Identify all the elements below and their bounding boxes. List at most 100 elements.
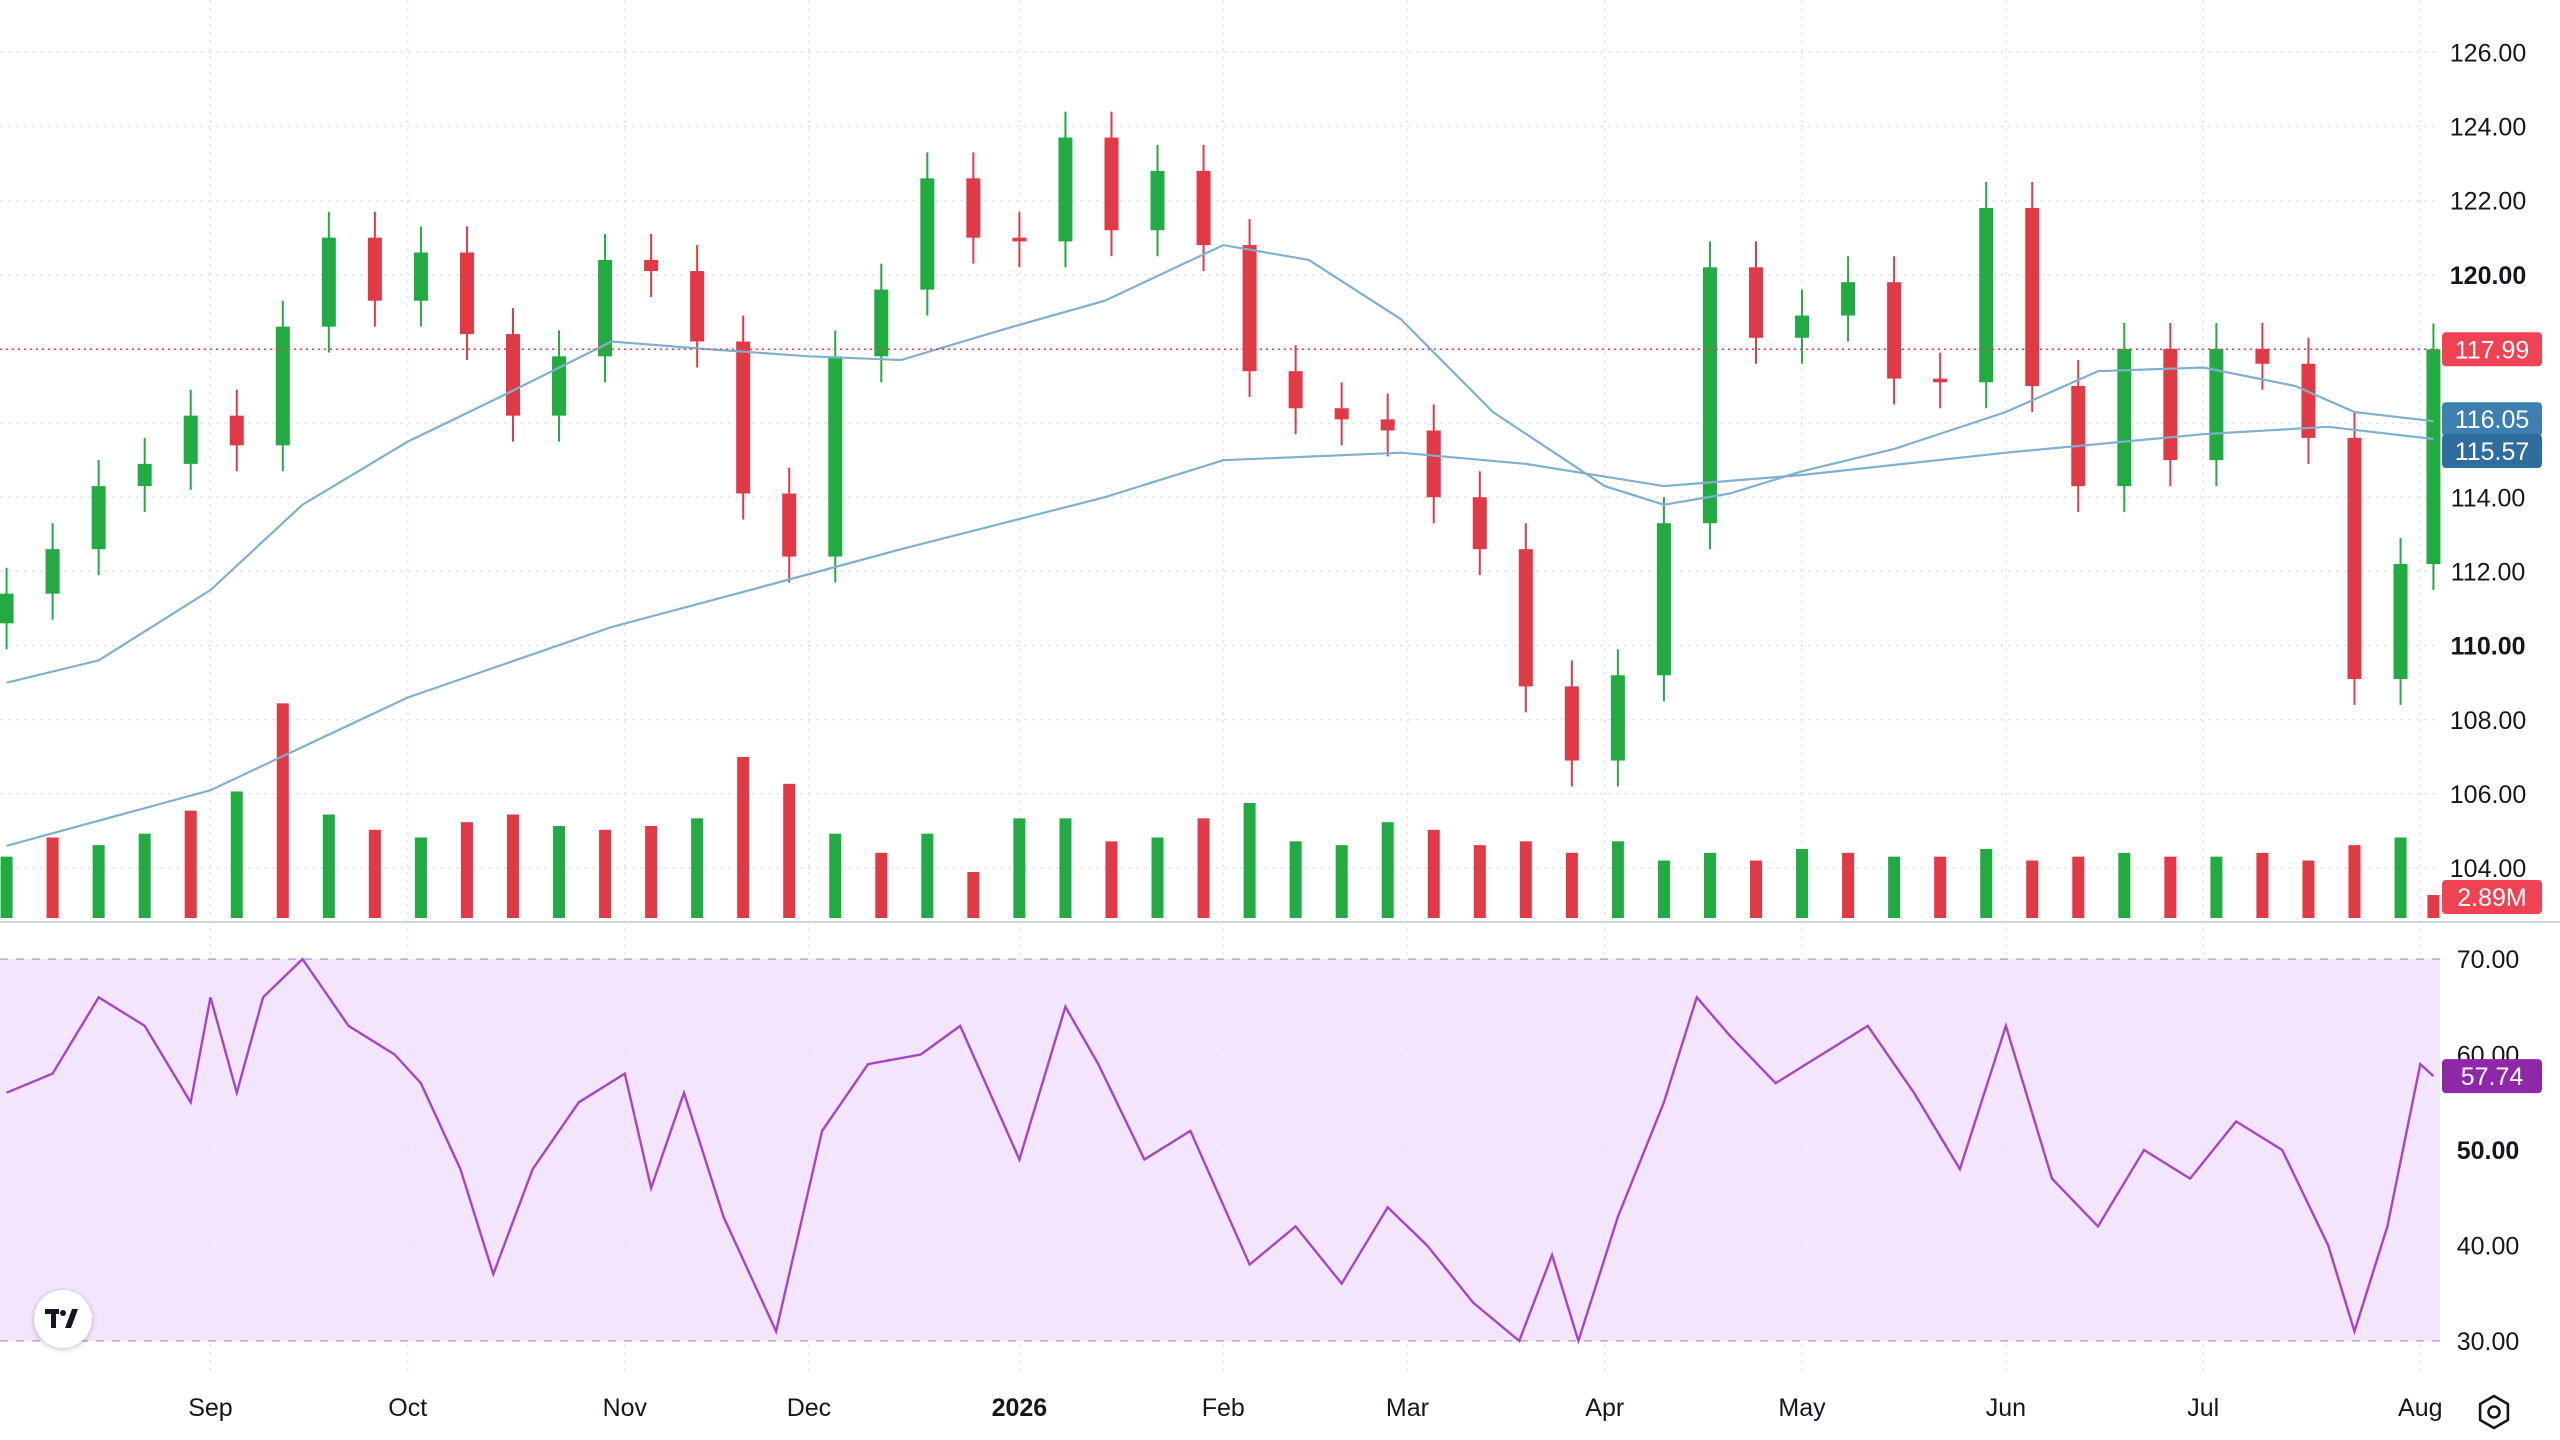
candle-body[interactable] <box>2426 349 2441 564</box>
rsi-tick-label: 40.00 <box>2457 1232 2520 1260</box>
volume-bar <box>1381 822 1394 918</box>
x-axis-label: Aug <box>2398 1394 2442 1422</box>
volume-bar <box>921 833 934 918</box>
price-tick-label: 110.00 <box>2450 633 2525 661</box>
candle-body[interactable] <box>2209 348 2224 461</box>
volume-bars <box>0 703 2440 918</box>
volume-bar <box>1289 841 1302 918</box>
x-axis-label: 2026 <box>992 1394 1048 1422</box>
volume-bar <box>1427 829 1440 918</box>
x-axis-label: Oct <box>388 1394 427 1422</box>
volume-bar <box>1151 837 1164 918</box>
candle-body[interactable] <box>782 493 797 557</box>
candle-body[interactable] <box>91 486 106 550</box>
candle-body[interactable] <box>2117 348 2132 487</box>
candle-body[interactable] <box>1288 371 1303 409</box>
tradingview-logo-icon[interactable] <box>34 1290 92 1348</box>
price-tick-label: 112.00 <box>2451 558 2526 586</box>
volume-bar <box>599 829 612 918</box>
candle-body[interactable] <box>690 271 705 342</box>
x-axis-label: Jul <box>2187 1394 2219 1422</box>
ma-label-1: 116.05 <box>2455 406 2530 434</box>
candle-body[interactable] <box>736 341 751 494</box>
volume-bar <box>1980 849 1993 918</box>
candle-body[interactable] <box>1518 549 1533 687</box>
candle-body[interactable] <box>2025 208 2040 386</box>
candle-body[interactable] <box>874 289 889 357</box>
gear-icon[interactable] <box>2474 1392 2514 1432</box>
candle-body[interactable] <box>413 252 428 301</box>
price-tick-label: 114.00 <box>2451 484 2526 512</box>
candlesticks[interactable] <box>0 111 2441 787</box>
candle-body[interactable] <box>1979 208 1994 383</box>
candle-body[interactable] <box>1656 523 1671 676</box>
candle-body[interactable] <box>275 326 290 446</box>
candle-body[interactable] <box>644 259 659 272</box>
volume-bar <box>1657 860 1670 918</box>
candle-body[interactable] <box>1334 408 1349 420</box>
candle-body[interactable] <box>505 334 520 416</box>
candle-body[interactable] <box>1058 137 1073 242</box>
volume-bar <box>1473 845 1486 918</box>
candle-body[interactable] <box>45 549 60 594</box>
candle-body[interactable] <box>1702 267 1717 524</box>
candle-body[interactable] <box>828 356 843 557</box>
candle-body[interactable] <box>1150 170 1165 231</box>
last-price-label: 117.99 <box>2455 336 2530 364</box>
candle-body[interactable] <box>966 178 981 238</box>
candle-body[interactable] <box>137 463 152 487</box>
candle-body[interactable] <box>367 237 382 301</box>
candle-body[interactable] <box>1795 315 1810 338</box>
volume-bar <box>1059 818 1072 918</box>
volume-bar <box>1796 849 1809 918</box>
candle-body[interactable] <box>229 415 244 446</box>
candle-body[interactable] <box>1380 419 1395 431</box>
candle-body[interactable] <box>1749 267 1764 338</box>
candle-body[interactable] <box>1933 378 1948 383</box>
candle-body[interactable] <box>552 356 567 416</box>
candle-body[interactable] <box>0 593 14 624</box>
rsi-value-label-bg <box>2442 1059 2542 1094</box>
candle-body[interactable] <box>1426 430 1441 498</box>
candle-body[interactable] <box>2347 437 2362 679</box>
last-price-label-bg <box>2442 332 2542 367</box>
moving-average-line-1 <box>6 243 2434 684</box>
candle-body[interactable] <box>1841 282 1856 316</box>
volume-bar <box>138 833 151 918</box>
candle-body[interactable] <box>183 415 198 464</box>
volume-bar <box>368 829 381 918</box>
candle-body[interactable] <box>2393 564 2408 679</box>
candle-body[interactable] <box>1610 675 1625 761</box>
candle-body[interactable] <box>2071 386 2086 487</box>
candle-body[interactable] <box>2163 348 2178 461</box>
x-axis-label: May <box>1778 1394 1826 1422</box>
moving-average-line-2 <box>6 425 2434 847</box>
candle-body[interactable] <box>1887 282 1902 379</box>
volume-bar <box>829 833 842 918</box>
candle-body[interactable] <box>321 237 336 327</box>
volume-bar <box>460 822 473 918</box>
candle-body[interactable] <box>1472 497 1487 550</box>
candle-body[interactable] <box>1104 137 1119 231</box>
candle-body[interactable] <box>459 252 474 335</box>
candle-body[interactable] <box>598 259 613 357</box>
candle-body[interactable] <box>1242 245 1257 372</box>
volume-bar <box>2348 845 2361 918</box>
candle-body[interactable] <box>920 178 935 290</box>
candle-body[interactable] <box>1196 170 1211 246</box>
ma-label-2: 115.57 <box>2455 438 2530 466</box>
price-tick-label: 122.00 <box>2450 188 2526 216</box>
volume-bar <box>645 826 658 918</box>
rsi-line <box>6 957 2435 1345</box>
volume-bar <box>2302 860 2315 918</box>
volume-label: 2.89M <box>2457 884 2526 912</box>
volume-bar <box>1934 856 1947 918</box>
volume-bar <box>1750 860 1763 918</box>
candle-body[interactable] <box>2301 363 2316 438</box>
candle-body[interactable] <box>2255 348 2270 364</box>
price-tick-label: 120.00 <box>2450 262 2526 290</box>
candle-body[interactable] <box>1564 686 1579 761</box>
candle-body[interactable] <box>1012 237 1027 242</box>
